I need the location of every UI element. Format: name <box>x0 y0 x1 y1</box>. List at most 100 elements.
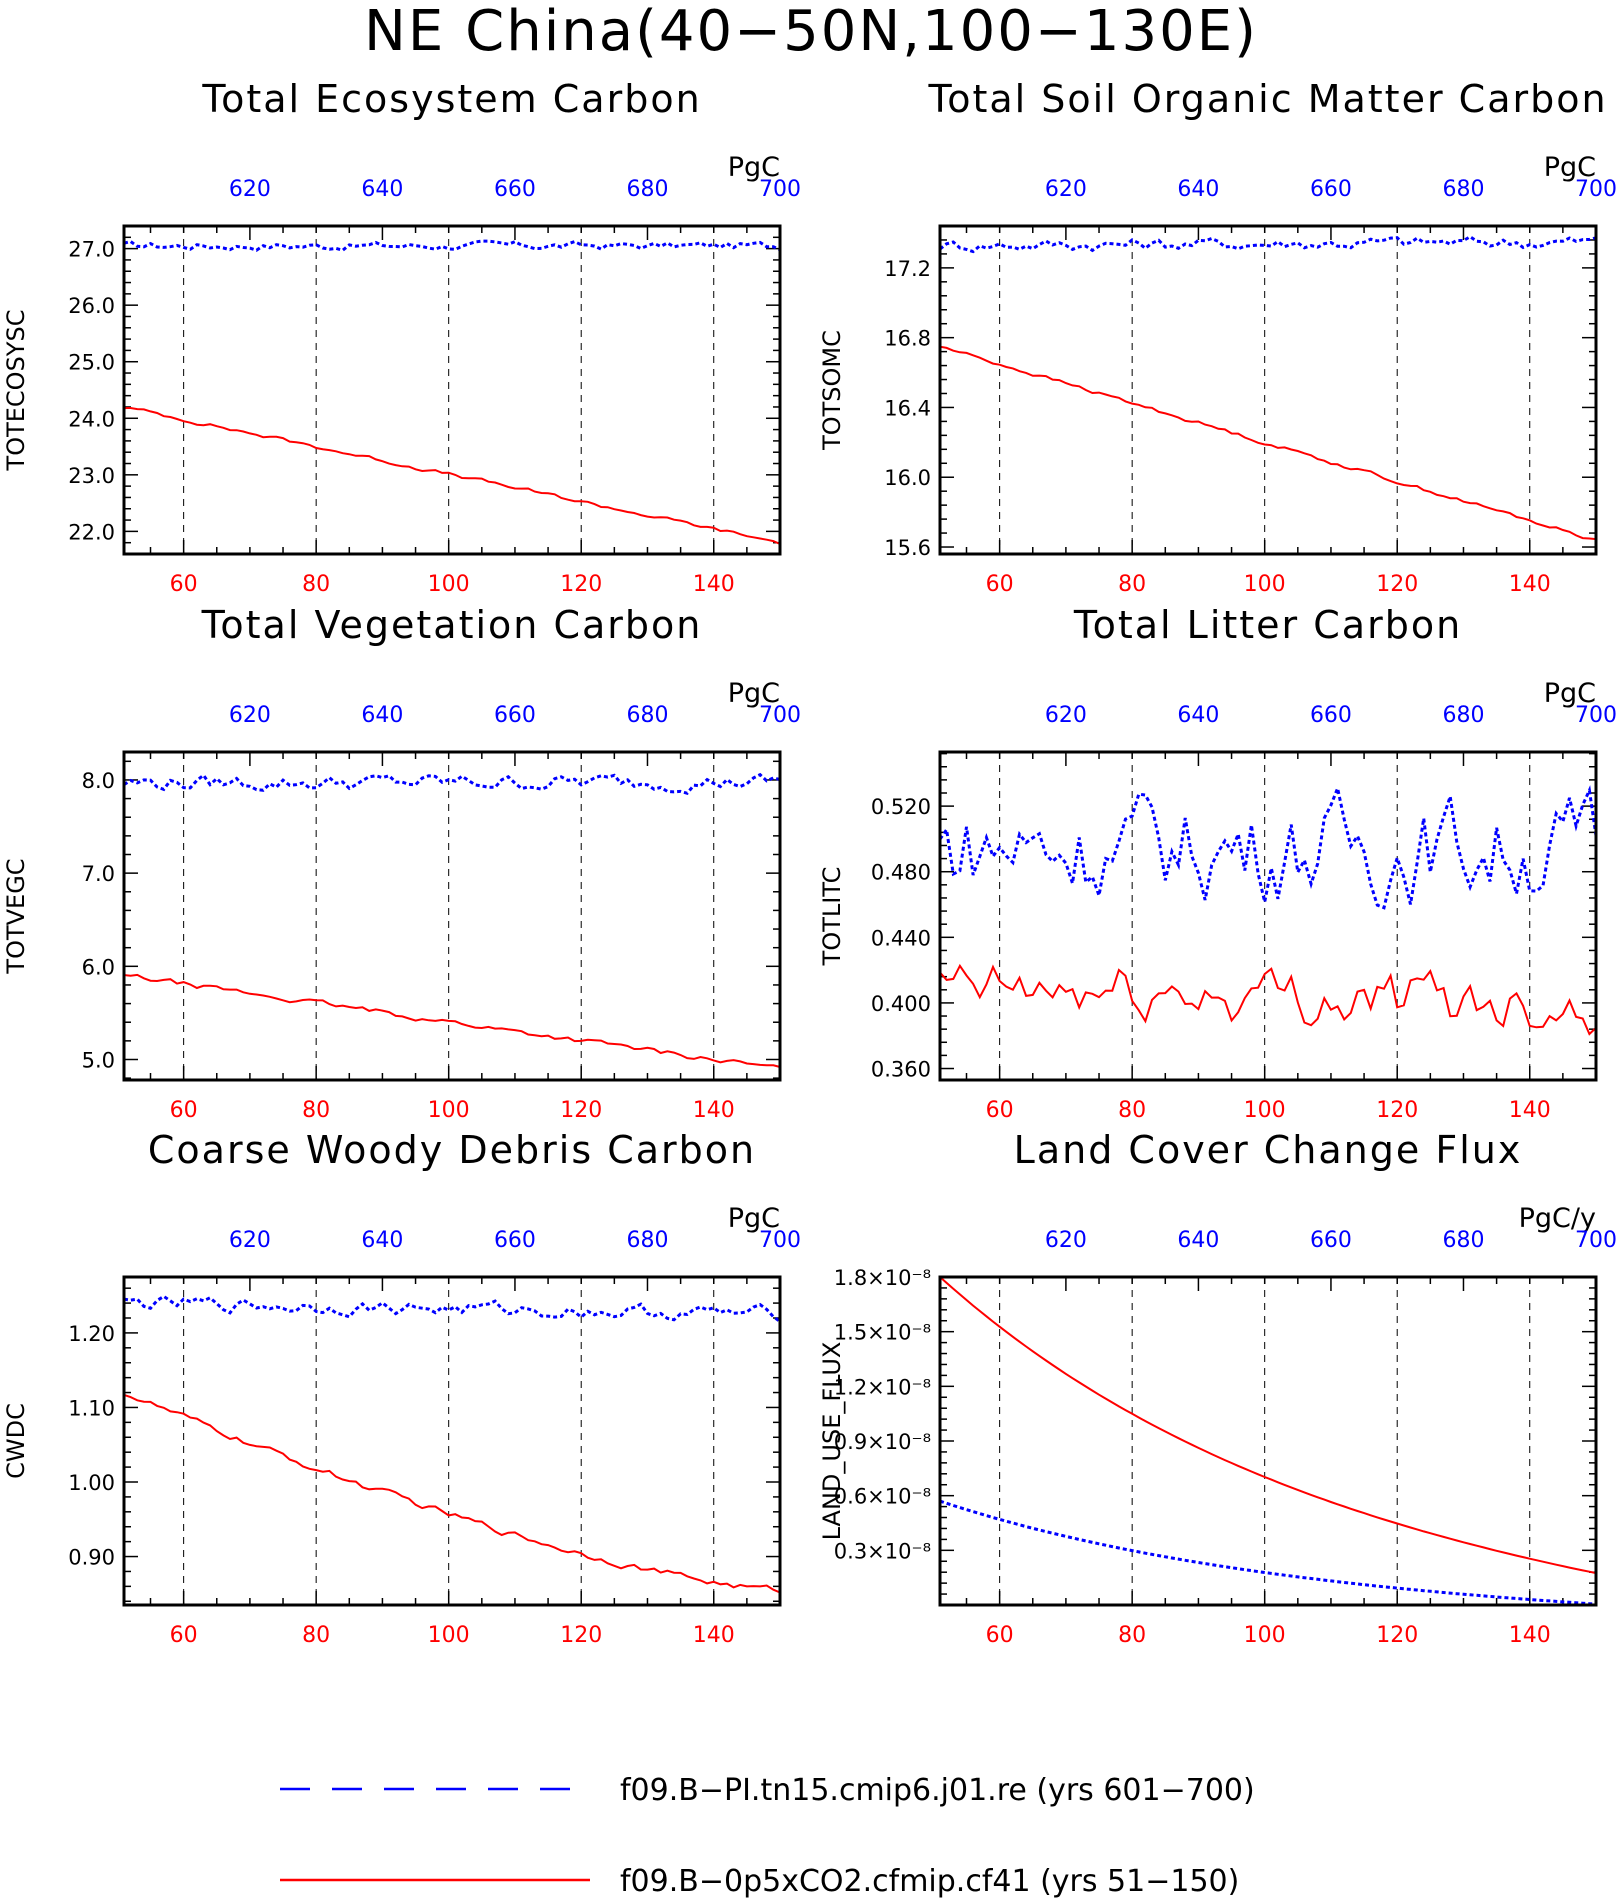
x-tick-label-top: 640 <box>1177 703 1219 728</box>
y-tick-label: 0.9×10⁻⁸ <box>834 1430 931 1454</box>
x-tick-label-top: 700 <box>1575 703 1617 728</box>
y-tick-label: 17.2 <box>884 257 931 281</box>
panel-title: Total Vegetation Carbon <box>201 603 703 647</box>
x-tick-label-bottom: 80 <box>1118 572 1146 597</box>
y-tick-label: 16.0 <box>884 466 931 490</box>
panel-unit-label: PgC/y <box>1519 1203 1596 1234</box>
series-line-control <box>939 234 1597 254</box>
x-tick-label-bottom: 80 <box>302 572 330 597</box>
y-tick-label: 6.0 <box>82 955 115 979</box>
x-tick-label-top: 660 <box>494 177 536 202</box>
x-tick-label-bottom: 60 <box>170 572 198 597</box>
panel-unit-label: PgC <box>1544 678 1596 709</box>
figure-suptitle: NE China(40−50N,100−130E) <box>364 0 1258 64</box>
series-line-control <box>123 239 781 252</box>
x-tick-label-top: 700 <box>759 1228 801 1253</box>
x-tick-label-bottom: 120 <box>560 572 602 597</box>
panel-title: Total Litter Carbon <box>1073 603 1462 647</box>
y-tick-label: 5.0 <box>82 1049 115 1073</box>
x-tick-label-top: 640 <box>1177 1228 1219 1253</box>
x-tick-label-bottom: 140 <box>1509 1623 1551 1648</box>
plot-frame <box>938 224 1598 556</box>
panel-ylabel: TOTVEGC <box>2 858 30 974</box>
x-tick-label-bottom: 80 <box>1118 1623 1146 1648</box>
x-tick-label-bottom: 140 <box>693 572 735 597</box>
x-tick-label-top: 680 <box>626 1228 668 1253</box>
x-tick-label-top: 680 <box>626 703 668 728</box>
panels: Total Ecosystem Carbon PgC TOTECOSYSC 60 80 1… <box>2 77 1617 1648</box>
panel-unit-label: PgC <box>728 152 780 183</box>
y-tick-label: 0.440 <box>871 926 931 950</box>
x-tick-label-bottom: 60 <box>170 1623 198 1648</box>
x-tick-label-bottom: 100 <box>1244 1623 1286 1648</box>
y-tick-label: 0.520 <box>871 795 931 819</box>
x-tick-label-top: 640 <box>361 1228 403 1253</box>
x-tick-label-bottom: 100 <box>1244 1098 1286 1123</box>
x-tick-label-top: 680 <box>1442 703 1484 728</box>
x-tick-label-top: 700 <box>1575 177 1617 202</box>
y-tick-label: 16.8 <box>884 327 931 351</box>
series-line-experiment <box>123 406 781 545</box>
x-tick-label-top: 640 <box>1177 177 1219 202</box>
panel-1: Total Ecosystem Carbon PgC TOTECOSYSC 60 80 1… <box>2 77 801 597</box>
x-tick-label-top: 680 <box>1442 1228 1484 1253</box>
x-tick-label-top: 660 <box>494 1228 536 1253</box>
x-tick-label-bottom: 120 <box>1376 572 1418 597</box>
x-tick-label-top: 660 <box>1310 177 1352 202</box>
x-tick-label-top: 620 <box>1045 703 1087 728</box>
y-tick-label: 1.5×10⁻⁸ <box>834 1321 931 1345</box>
x-tick-label-bottom: 140 <box>693 1623 735 1648</box>
x-tick-label-bottom: 140 <box>693 1098 735 1123</box>
y-tick-label: 26.0 <box>68 294 115 318</box>
x-tick-label-top: 680 <box>626 177 668 202</box>
x-tick-label-bottom: 100 <box>428 572 470 597</box>
x-tick-label-bottom: 80 <box>302 1623 330 1648</box>
panel-4: Total Litter Carbon PgC TOTLITC 60 80 100 120 1… <box>818 603 1617 1123</box>
series-line-experiment <box>939 345 1597 541</box>
x-tick-label-top: 660 <box>1310 1228 1352 1253</box>
x-tick-label-top: 620 <box>1045 1228 1087 1253</box>
panel-title: Total Soil Organic Matter Carbon <box>927 77 1607 121</box>
panel-title: Coarse Woody Debris Carbon <box>148 1128 756 1172</box>
x-tick-label-top: 700 <box>759 703 801 728</box>
x-tick-label-top: 640 <box>361 177 403 202</box>
panel-ylabel: TOTECOSYSC <box>2 310 30 472</box>
y-tick-label: 16.4 <box>884 396 931 420</box>
x-tick-label-bottom: 140 <box>1509 572 1551 597</box>
y-tick-label: 0.480 <box>871 861 931 885</box>
y-tick-label: 1.2×10⁻⁸ <box>834 1375 931 1399</box>
series-line-control <box>938 783 1598 910</box>
x-tick-label-bottom: 80 <box>1118 1098 1146 1123</box>
panel-ylabel: LAND_USE_FLUX <box>818 1342 846 1541</box>
panel-6: Land Cover Change Flux PgC/y LAND_USE_FLUX… <box>818 1128 1617 1648</box>
x-tick-label-bottom: 100 <box>428 1623 470 1648</box>
x-tick-label-bottom: 120 <box>1376 1623 1418 1648</box>
x-tick-label-top: 700 <box>759 177 801 202</box>
panel-5: Coarse Woody Debris Carbon PgC CWDC 60 80 100… <box>2 1128 801 1648</box>
x-tick-label-top: 640 <box>361 703 403 728</box>
y-tick-label: 15.6 <box>884 536 931 560</box>
x-tick-label-bottom: 120 <box>560 1098 602 1123</box>
y-tick-label: 25.0 <box>68 351 115 375</box>
y-tick-label: 22.0 <box>68 520 115 544</box>
plot-frame <box>122 224 782 556</box>
y-tick-label: 1.8×10⁻⁸ <box>834 1266 931 1290</box>
panel-ylabel: CWDC <box>2 1403 30 1479</box>
plot-frame <box>938 1275 1598 1607</box>
y-tick-label: 0.90 <box>68 1546 115 1570</box>
x-tick-label-bottom: 60 <box>170 1098 198 1123</box>
panel-unit-label: PgC <box>1544 152 1596 183</box>
y-tick-label: 7.0 <box>82 862 115 886</box>
panel-title: Land Cover Change Flux <box>1014 1128 1523 1172</box>
x-tick-label-bottom: 60 <box>986 1098 1014 1123</box>
legend-label-experiment: f09.B−0p5xCO2.cfmip.cf41 (yrs 51−150) <box>620 1864 1239 1899</box>
y-tick-label: 8.0 <box>82 769 115 793</box>
y-tick-label: 0.400 <box>871 992 931 1016</box>
x-tick-label-bottom: 60 <box>986 1623 1014 1648</box>
panel-unit-label: PgC <box>728 1203 780 1234</box>
legend-label-control: f09.B−PI.tn15.cmip6.j01.re (yrs 601−700) <box>620 1773 1255 1808</box>
x-tick-label-top: 660 <box>1310 703 1352 728</box>
y-tick-label: 23.0 <box>68 464 115 488</box>
panel-title: Total Ecosystem Carbon <box>201 77 701 121</box>
